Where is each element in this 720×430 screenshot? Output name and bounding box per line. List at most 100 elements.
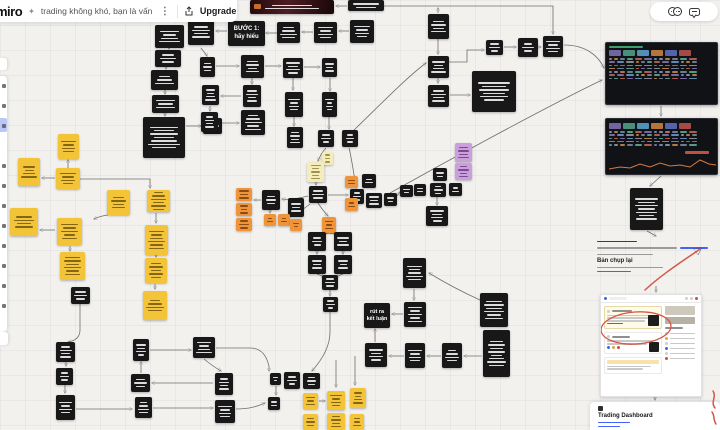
black-sticky-note[interactable] [284,372,300,389]
black-sticky-note[interactable] [403,258,426,288]
black-sticky-note[interactable] [348,0,384,11]
black-sticky-note[interactable] [486,40,503,55]
black-sticky-note[interactable] [188,19,214,45]
black-sticky-note[interactable] [283,58,303,78]
orange-sticky-note[interactable] [290,219,302,231]
black-sticky-note[interactable] [131,374,150,392]
black-sticky-note[interactable] [308,255,326,274]
black-sticky-note[interactable] [405,343,425,368]
black-sticky-note[interactable] [201,112,218,132]
yellow-sticky-note[interactable] [327,413,345,430]
black-sticky-note[interactable] [518,38,538,57]
black-sticky-note[interactable] [277,22,300,43]
black-sticky-note[interactable] [241,55,264,78]
trading-journal-screenshot-2[interactable] [605,118,718,175]
black-sticky-note[interactable] [414,184,426,196]
export-icon[interactable] [184,6,194,16]
hub-note[interactable] [309,186,327,203]
tool-icon[interactable] [2,104,6,108]
black-sticky-note[interactable] [318,130,334,147]
tool-sidebar[interactable] [0,76,7,332]
black-sticky-note[interactable] [426,206,448,226]
yellow-sticky-note[interactable] [57,218,82,245]
yellow-sticky-note[interactable] [107,190,130,215]
tool-icon[interactable] [2,204,6,208]
black-sticky-note[interactable] [322,275,338,290]
black-sticky-note[interactable] [56,395,75,420]
video-thumbnail[interactable] [250,0,334,14]
black-sticky-note[interactable] [243,85,261,107]
board-title[interactable]: trading không khó, bạn là vấn đề [40,6,153,16]
black-sticky-note[interactable] [480,293,508,327]
black-sticky-note[interactable] [365,343,387,367]
yellow-sticky-note[interactable] [350,388,366,408]
black-sticky-note[interactable] [362,174,376,188]
tool-icon[interactable] [2,224,6,228]
black-sticky-note[interactable] [155,25,184,48]
black-sticky-note[interactable] [472,71,516,112]
yellow-sticky-note[interactable] [303,393,318,409]
yellow-sticky-note[interactable] [350,414,364,430]
yellow-sticky-note[interactable] [147,190,170,212]
orange-sticky-note[interactable] [264,214,276,226]
tool-icon[interactable] [2,184,6,188]
black-sticky-note[interactable] [303,373,320,389]
black-sticky-note[interactable] [56,342,75,362]
black-sticky-note[interactable] [268,397,280,410]
black-sticky-note[interactable] [400,185,413,197]
black-sticky-note[interactable] [262,190,280,210]
black-sticky-note[interactable] [285,92,303,117]
hyperlink[interactable] [597,270,631,273]
black-sticky-note[interactable] [430,183,446,197]
collaborator-avatars-icon[interactable] [668,7,682,16]
black-sticky-note[interactable] [334,255,352,274]
toolbar-chip[interactable] [0,332,8,345]
tool-icon[interactable] [2,84,6,88]
upgrade-button[interactable]: Upgrade [199,6,237,16]
black-sticky-note[interactable] [193,337,215,358]
purple-sticky-note[interactable] [455,163,472,180]
orange-sticky-note[interactable] [322,217,336,233]
yellow-sticky-note[interactable] [143,291,167,320]
black-sticky-note[interactable] [202,85,219,105]
black-sticky-note[interactable] [56,368,73,385]
black-sticky-note[interactable] [152,95,179,113]
orange-sticky-note[interactable] [236,203,252,216]
orange-sticky-note[interactable] [236,218,252,231]
facebook-feed-screenshot[interactable] [600,294,702,397]
cream-sticky-note[interactable] [322,152,333,165]
yellow-sticky-note[interactable] [303,414,318,430]
trading-journal-screenshot-1[interactable] [605,42,718,105]
black-sticky-note[interactable] [322,58,337,77]
black-sticky-note[interactable] [334,232,352,251]
tool-icon[interactable] [2,124,6,128]
black-sticky-note[interactable] [384,193,397,206]
black-sticky-note[interactable] [404,302,426,327]
black-sticky-note[interactable] [215,373,233,395]
black-sticky-note[interactable] [428,56,449,78]
yellow-sticky-note[interactable] [145,258,167,283]
black-sticky-note[interactable] [483,330,510,377]
black-sticky-note[interactable] [314,22,337,43]
black-sticky-note[interactable] [366,193,382,208]
black-sticky-note[interactable] [543,36,563,57]
black-sticky-note[interactable] [287,127,303,148]
black-sticky-note[interactable] [155,50,181,67]
orange-sticky-note[interactable] [345,198,358,211]
step-1-note[interactable]: BƯỚC 1: hãy hiểu [228,21,265,46]
black-sticky-note[interactable] [270,373,281,385]
black-sticky-note[interactable] [133,339,149,361]
black-sticky-note[interactable] [323,297,338,312]
toolbar-chip[interactable] [0,58,7,70]
black-sticky-note[interactable] [449,183,462,196]
tool-icon[interactable] [2,264,6,268]
summary-note[interactable] [630,188,663,230]
trading-dashboard-panel[interactable]: Trading Dashboard [590,402,720,430]
yellow-sticky-note[interactable] [145,225,168,255]
yellow-sticky-note[interactable] [18,158,40,186]
black-sticky-note[interactable] [215,400,235,423]
tool-icon[interactable] [2,164,6,168]
black-sticky-note[interactable] [241,110,265,135]
yellow-sticky-note[interactable] [58,134,79,159]
